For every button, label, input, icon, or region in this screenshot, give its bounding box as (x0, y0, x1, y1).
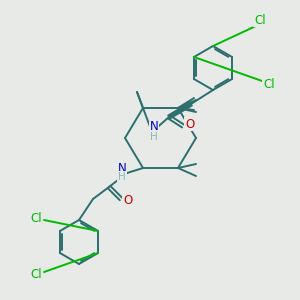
Text: N: N (150, 121, 158, 134)
Text: Cl: Cl (263, 77, 275, 91)
Text: H: H (118, 172, 126, 182)
Text: N: N (118, 161, 126, 175)
Text: O: O (185, 118, 195, 130)
Text: Cl: Cl (30, 268, 42, 281)
Text: Cl: Cl (30, 212, 42, 224)
Text: O: O (123, 194, 133, 208)
Text: Cl: Cl (254, 14, 266, 26)
Text: H: H (150, 132, 158, 142)
